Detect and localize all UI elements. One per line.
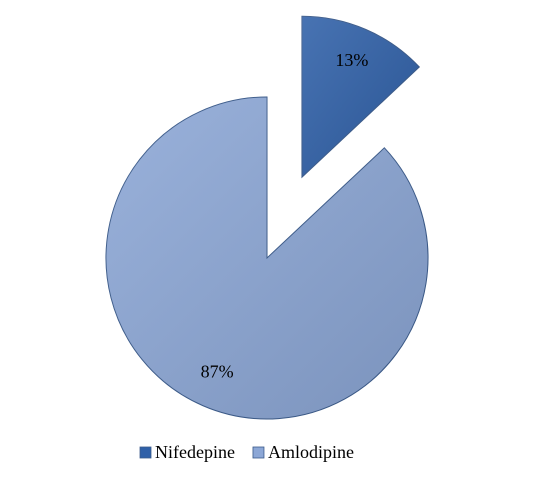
legend-swatch [252,446,265,459]
legend-swatch [139,446,152,459]
legend: Nifedepine Amlodipine [139,442,354,462]
data-label: 87% [201,361,234,381]
slice-shade [106,97,429,419]
legend-label: Amlodipine [268,442,354,462]
pie: 13% 87% [105,15,429,420]
legend-label: Nifedepine [155,442,235,462]
data-label: 13% [335,50,368,70]
slice-shade [301,16,420,178]
